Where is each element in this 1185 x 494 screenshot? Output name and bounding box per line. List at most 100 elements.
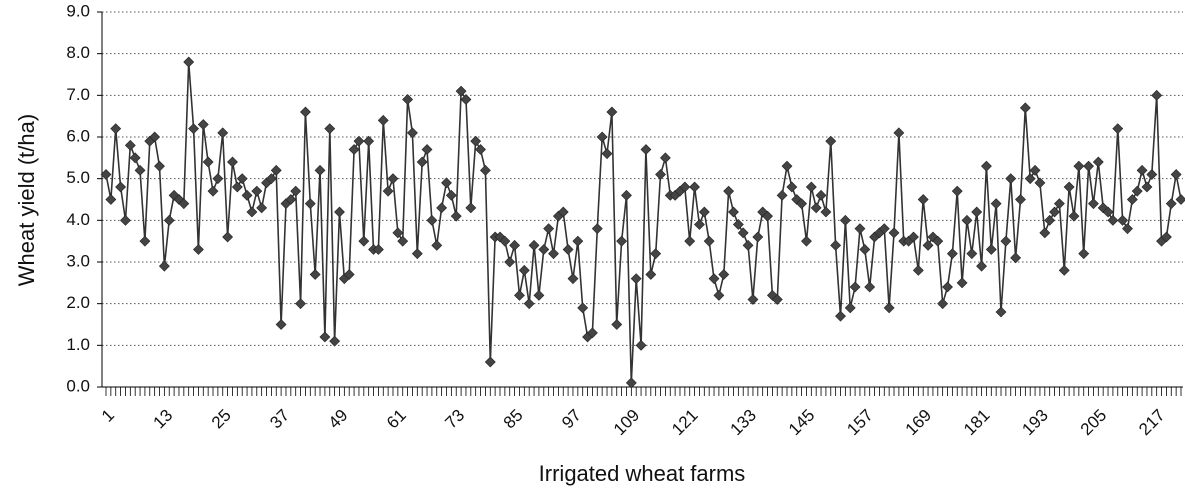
data-point xyxy=(640,144,652,155)
data-point xyxy=(810,202,822,214)
data-point xyxy=(630,273,642,285)
data-point xyxy=(411,248,423,260)
data-point xyxy=(217,127,229,139)
data-point xyxy=(402,94,414,105)
data-point xyxy=(1015,194,1026,205)
data-point xyxy=(684,235,696,247)
data-point xyxy=(985,244,997,255)
data-point xyxy=(820,206,832,218)
y-tick-label: 4.0 xyxy=(66,210,90,229)
data-point xyxy=(616,235,628,247)
data-point xyxy=(703,235,715,247)
data-point xyxy=(431,239,443,251)
data-point xyxy=(762,210,773,222)
data-point xyxy=(120,214,131,226)
data-point xyxy=(441,177,452,189)
data-point xyxy=(922,239,934,251)
data-point xyxy=(450,210,462,222)
data-point xyxy=(1146,169,1158,180)
data-point xyxy=(251,185,263,197)
data-point xyxy=(115,181,127,193)
data-point xyxy=(1102,206,1114,218)
data-point xyxy=(470,135,482,147)
x-tick-label: 61 xyxy=(383,406,410,433)
data-point xyxy=(1053,198,1065,210)
data-point xyxy=(1122,223,1133,235)
data-point xyxy=(917,194,929,205)
data-point xyxy=(436,202,448,214)
data-point xyxy=(348,144,360,155)
x-tick-label: 157 xyxy=(843,406,876,439)
data-point xyxy=(460,94,472,105)
data-point xyxy=(518,264,530,276)
data-point xyxy=(192,244,204,255)
data-point xyxy=(416,156,428,168)
data-point xyxy=(324,123,336,135)
data-point xyxy=(163,214,175,226)
data-point xyxy=(197,119,209,130)
y-tick-label: 2.0 xyxy=(66,293,90,312)
data-point xyxy=(981,160,992,172)
data-point xyxy=(207,185,219,197)
data-point xyxy=(786,181,798,193)
data-point xyxy=(275,319,287,330)
data-point xyxy=(946,248,958,260)
data-point xyxy=(173,194,185,205)
data-point xyxy=(1044,214,1056,226)
x-tick-label: 25 xyxy=(208,406,235,433)
data-point xyxy=(1107,214,1119,226)
data-point xyxy=(455,85,467,97)
data-point xyxy=(937,298,949,310)
data-point xyxy=(426,214,438,226)
data-point xyxy=(212,173,224,185)
data-point xyxy=(844,302,856,314)
y-tick-label: 0.0 xyxy=(66,376,90,395)
data-point xyxy=(694,219,705,230)
data-point xyxy=(290,185,302,197)
data-point xyxy=(655,169,666,180)
data-point xyxy=(105,194,117,205)
data-point xyxy=(679,181,691,193)
data-point xyxy=(300,106,311,118)
data-point xyxy=(796,198,808,210)
data-point xyxy=(742,239,754,251)
data-point xyxy=(445,189,457,201)
data-point xyxy=(314,164,326,176)
data-point xyxy=(387,173,399,185)
data-point xyxy=(587,327,598,339)
data-line xyxy=(105,61,1182,383)
data-point xyxy=(708,273,720,285)
data-point xyxy=(1160,231,1172,243)
x-tick-label: 109 xyxy=(610,406,643,439)
x-tick-label: 49 xyxy=(325,406,352,433)
data-point xyxy=(1141,181,1153,193)
data-point xyxy=(621,189,632,201)
x-tick-label: 181 xyxy=(960,406,993,439)
data-point xyxy=(815,189,827,201)
data-point xyxy=(864,281,876,293)
data-point xyxy=(577,302,589,314)
y-tick-label: 8.0 xyxy=(66,43,90,62)
data-point xyxy=(124,139,136,151)
data-point xyxy=(100,169,112,180)
y-tick-label: 1.0 xyxy=(66,335,90,354)
data-point xyxy=(1078,248,1090,260)
x-tick-label: 205 xyxy=(1077,406,1110,439)
data-point xyxy=(1131,185,1143,197)
data-point xyxy=(990,198,1002,210)
data-point xyxy=(830,239,842,251)
data-point xyxy=(1063,181,1075,193)
data-point xyxy=(601,148,613,160)
data-point xyxy=(689,181,700,193)
data-point xyxy=(1117,214,1129,226)
data-point xyxy=(825,135,837,147)
data-point xyxy=(183,56,195,68)
data-point xyxy=(1175,194,1185,205)
data-point xyxy=(523,298,535,310)
x-tick-label: 217 xyxy=(1135,406,1168,439)
data-point xyxy=(718,269,730,280)
y-tick-label: 3.0 xyxy=(66,251,90,270)
data-point xyxy=(236,173,248,185)
data-point xyxy=(134,164,146,176)
